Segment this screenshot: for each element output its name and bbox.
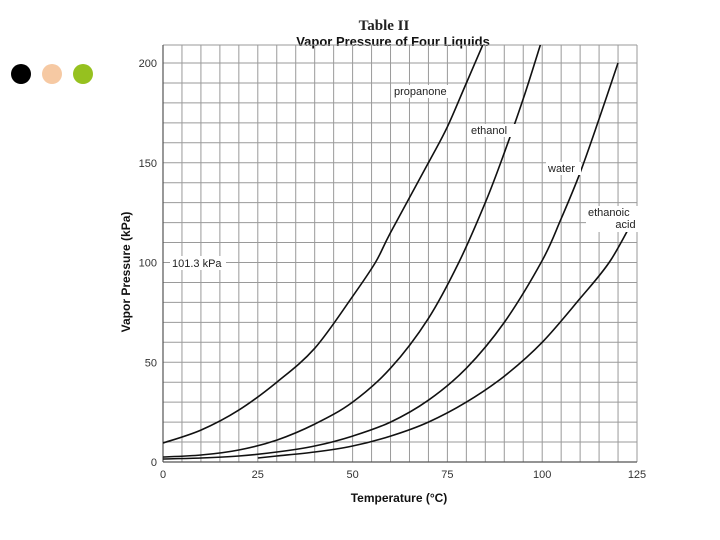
curve-ethanol: [163, 45, 542, 458]
annotation-bg: [170, 256, 226, 270]
curve-ethanoic-acid: [257, 212, 637, 459]
y-tick-100: 100: [139, 258, 157, 270]
series-label-ethanol: ethanol: [471, 125, 507, 137]
dot-black: [11, 64, 31, 84]
series-label-ethanoic: ethanoic: [588, 207, 630, 219]
x-tick-100: 100: [533, 469, 551, 481]
curves: [163, 45, 637, 460]
series-label-acid: acid: [615, 219, 635, 231]
grid: [162, 44, 638, 463]
dot-green: [73, 64, 93, 84]
y-tick-50: 50: [145, 357, 157, 369]
y-tick-150: 150: [139, 158, 157, 170]
x-tick-125: 125: [628, 469, 646, 481]
series-label-water: water: [547, 163, 575, 175]
curve-water: [163, 62, 619, 460]
series-label-bg: [586, 206, 640, 232]
series-label-propanone: propanone: [394, 86, 447, 98]
x-tick-0: 0: [160, 469, 166, 481]
annotation-101-3-kpa: 101.3 kPa: [172, 258, 222, 270]
x-tick-75: 75: [441, 469, 453, 481]
decorative-dots: [11, 64, 93, 84]
curve-propanone: [163, 45, 484, 444]
x-tick-25: 25: [252, 469, 264, 481]
chart-title: Vapor Pressure of Four Liquids: [296, 34, 490, 49]
series-label-bg: [546, 162, 581, 175]
table-label: Table II: [359, 18, 410, 34]
tick-labels: 0 25 50 75 100 125 0 50 100 150 200: [139, 58, 647, 481]
x-axis-label: Temperature (°C): [351, 491, 448, 505]
y-tick-200: 200: [139, 58, 157, 70]
x-tick-50: 50: [346, 469, 358, 481]
y-axis-label: Vapor Pressure (kPa): [119, 212, 133, 333]
y-tick-0: 0: [151, 457, 157, 469]
series-label-bg: [469, 124, 517, 137]
series-label-bg: [392, 85, 452, 98]
dot-peach: [42, 64, 62, 84]
